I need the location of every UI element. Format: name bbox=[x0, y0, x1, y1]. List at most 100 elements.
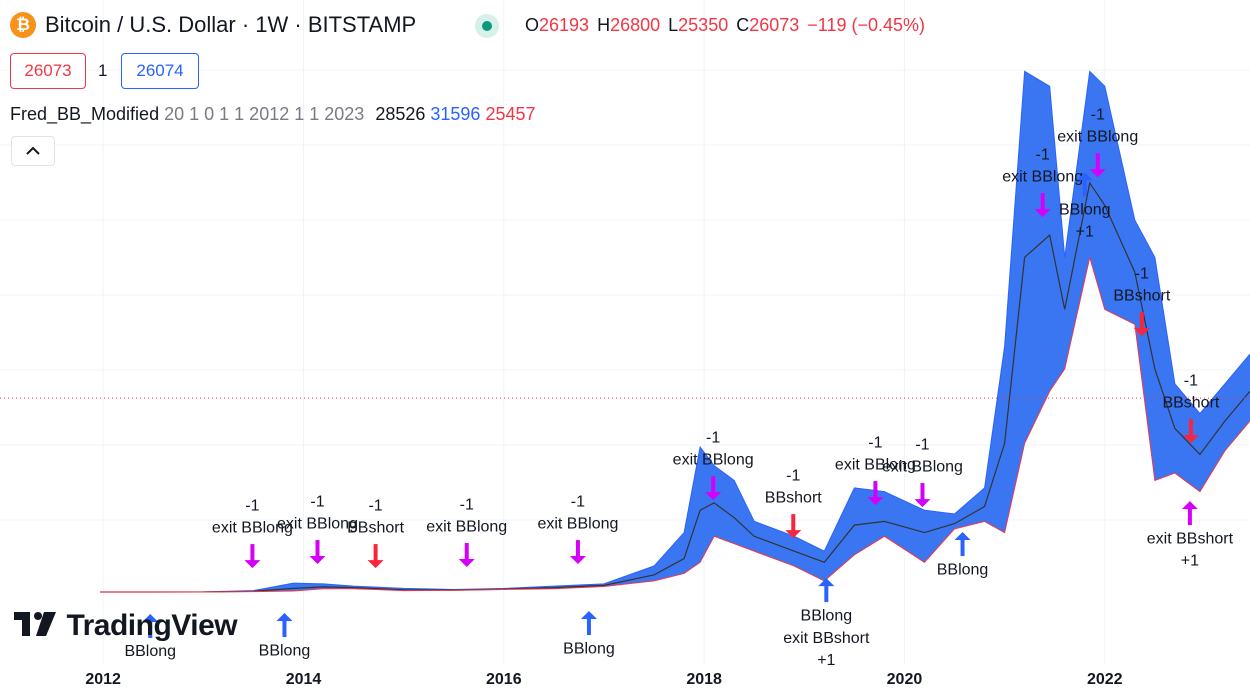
band-fill bbox=[100, 71, 1250, 593]
signal-label: exit BBlong bbox=[277, 515, 358, 532]
band-line bbox=[100, 70, 1250, 593]
signal: BBlong bbox=[937, 532, 989, 578]
signal-label: exit BBlong bbox=[212, 519, 293, 536]
signal-arrow-head bbox=[367, 560, 384, 569]
signal-label: BBshort bbox=[347, 519, 404, 536]
signal: -1 exit BBlong bbox=[1002, 146, 1083, 218]
signal-arrow-head bbox=[1181, 501, 1198, 510]
signal-label: exit BBlong bbox=[882, 458, 963, 475]
band-line bbox=[100, 181, 1250, 593]
ohlc-key: C bbox=[736, 15, 750, 35]
indicator-lower: 25457 bbox=[485, 104, 536, 124]
signal-label: BBlong bbox=[801, 607, 853, 624]
signal: -1 BBshort bbox=[1113, 265, 1171, 337]
indicator-legend: Fred_BB_Modified 20 1 0 1 1 2012 1 1 202… bbox=[10, 104, 536, 125]
signal-label: BBlong bbox=[124, 643, 176, 660]
collapse-button[interactable] bbox=[11, 136, 55, 166]
signal-label: -1 bbox=[368, 497, 382, 514]
signal-arrow-head bbox=[705, 492, 722, 501]
signal: -1 BBshort bbox=[765, 467, 822, 539]
signal: -1 exit BBlong bbox=[1057, 106, 1138, 178]
signal-arrow-head bbox=[1076, 172, 1093, 181]
signal-label: +1 bbox=[1076, 223, 1094, 240]
signal-label: -1 bbox=[245, 497, 259, 514]
signal: -1 exit BBlong bbox=[537, 493, 618, 565]
x-tick-label: 2016 bbox=[486, 671, 522, 688]
signal: BBlong bbox=[563, 611, 615, 657]
signal-label: BBlong bbox=[259, 642, 311, 659]
signal: BBlong bbox=[259, 613, 311, 659]
signal-label: BBlong bbox=[1059, 201, 1111, 218]
signal-label: BBshort bbox=[765, 489, 822, 506]
signal-label: -1 bbox=[460, 496, 474, 513]
signal-arrow-head bbox=[142, 614, 159, 623]
indicator-name[interactable]: Fred_BB_Modified bbox=[10, 104, 160, 124]
signal-label: BBshort bbox=[1113, 287, 1170, 304]
x-tick-label: 2014 bbox=[286, 671, 322, 688]
signal-arrow-head bbox=[309, 556, 326, 565]
x-tick-label: 2012 bbox=[85, 671, 121, 688]
signal-arrow-head bbox=[580, 611, 597, 620]
signal-label: exit BBlong bbox=[537, 515, 618, 532]
signal-label: -1 bbox=[571, 493, 585, 510]
signal-label: BBshort bbox=[1162, 394, 1219, 411]
signal-label: exit BBlong bbox=[673, 451, 754, 468]
signal: -1 exit BBlong bbox=[673, 429, 754, 501]
signal-label: exit BBlong bbox=[1002, 168, 1083, 185]
signal-arrow-head bbox=[1133, 328, 1150, 337]
signal-label: +1 bbox=[1181, 552, 1199, 569]
logo: TradingView bbox=[12, 606, 238, 646]
ohlc: O26193 H26800 L25350 C26073 −119 (−0.45%) bbox=[525, 15, 925, 36]
signal-arrow-head bbox=[867, 497, 884, 506]
signal: -1 BBshort bbox=[1162, 372, 1220, 444]
signal: -1 exit BBlong bbox=[835, 434, 916, 506]
signal-label: exit BBlong bbox=[1057, 128, 1138, 145]
signal-arrow-head bbox=[1089, 169, 1106, 178]
signal-label: -1 bbox=[868, 434, 882, 451]
price-change: −119 (−0.45%) bbox=[807, 15, 926, 35]
sell-button[interactable]: 26073 bbox=[10, 53, 86, 89]
indicator-upper: 31596 bbox=[430, 104, 481, 124]
ohlc-value: 26073 bbox=[749, 15, 800, 35]
signal: BBlong +1 bbox=[1059, 172, 1111, 240]
symbol-title[interactable]: Bitcoin / U.S. Dollar · 1W · BITSTAMP bbox=[45, 12, 417, 37]
logo-text: TradingView bbox=[66, 609, 238, 642]
signal-label: -1 bbox=[1036, 146, 1050, 163]
indicator-params: 20 1 0 1 1 2012 1 1 2023 bbox=[164, 104, 365, 124]
signal-arrow-head bbox=[818, 578, 835, 587]
signal-label: BBlong bbox=[937, 561, 989, 578]
ohlc-key: H bbox=[597, 15, 611, 35]
quantity: 1 bbox=[98, 61, 108, 80]
signal-label: -1 bbox=[786, 467, 800, 484]
signal-label: exit BBlong bbox=[426, 518, 507, 535]
buy-button[interactable]: 26074 bbox=[121, 53, 199, 89]
indicator-basis: 28526 bbox=[375, 104, 426, 124]
signal-arrow-head bbox=[569, 556, 586, 565]
signal-arrow-head bbox=[244, 560, 261, 569]
band-line bbox=[100, 257, 1250, 593]
x-tick-label: 2022 bbox=[1087, 671, 1123, 688]
ohlc-key: O bbox=[525, 15, 540, 35]
signal-arrow-head bbox=[458, 559, 475, 568]
signal: exit BBshort +1 bbox=[1147, 501, 1234, 569]
signal-label: +1 bbox=[817, 652, 835, 669]
signal: -1 exit BBlong bbox=[212, 497, 293, 569]
ohlc-key: L bbox=[668, 15, 679, 35]
signal: exit BBshort +1 bbox=[783, 630, 870, 669]
signal: -1 exit BBlong bbox=[277, 493, 358, 565]
signal-label: -1 bbox=[1135, 265, 1149, 282]
signal: -1 exit BBlong bbox=[882, 436, 963, 508]
signal-label: -1 bbox=[1091, 106, 1105, 123]
ohlc-value: 25350 bbox=[678, 15, 729, 35]
signal-arrow-head bbox=[1034, 209, 1051, 218]
signal: BBlong bbox=[124, 614, 176, 660]
signal-label: exit BBlong bbox=[835, 456, 916, 473]
x-tick-label: 2020 bbox=[887, 671, 923, 688]
x-tick-label: 2018 bbox=[686, 671, 722, 688]
signal-label: exit BBshort bbox=[1147, 530, 1234, 547]
logo-mark bbox=[14, 612, 56, 636]
market-status[interactable] bbox=[475, 14, 499, 38]
chevron-icon bbox=[26, 146, 40, 155]
